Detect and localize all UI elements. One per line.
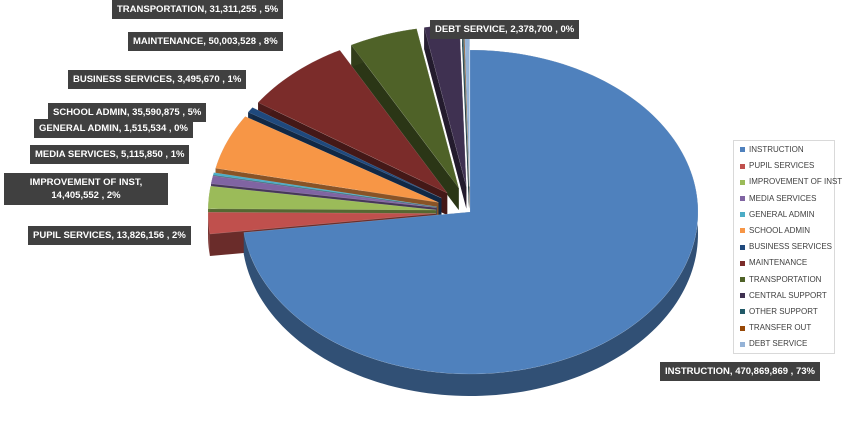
legend-swatch (740, 147, 745, 153)
data-label: TRANSPORTATION, 31,311,255 , 5% (112, 0, 284, 19)
legend-item: MEDIA SERVICES (740, 194, 816, 203)
slice (257, 49, 448, 194)
legend-swatch (740, 179, 745, 185)
legend-swatch (740, 228, 745, 234)
legend-label: DEBT SERVICE (749, 339, 808, 349)
slice-side (351, 45, 459, 210)
legend-swatch (740, 244, 745, 250)
slice (207, 185, 437, 211)
slice (350, 28, 459, 189)
legend-label: INSTRUCTION (749, 145, 804, 154)
legend-label: OTHER SUPPORT (749, 307, 818, 316)
slice (210, 175, 437, 208)
legend-item: DEBT SERVICE (740, 339, 807, 348)
slice (247, 107, 442, 199)
slice (243, 49, 699, 375)
legend-swatch (740, 212, 745, 218)
legend-label: SCHOOL ADMIN (749, 226, 811, 235)
data-label: DEBT SERVICE, 2,378,700 , 0% (430, 20, 580, 39)
legend-item: PUPIL SERVICES (740, 161, 814, 170)
data-label: IMPROVEMENT OF INST, 14,405,552 , 2% (4, 173, 168, 205)
legend-item: SCHOOL ADMIN (740, 226, 810, 235)
slice-tops (207, 24, 699, 375)
legend-item: GENERAL ADMIN (740, 210, 815, 219)
slice-edge (208, 212, 210, 257)
data-label: GENERAL ADMIN, 1,515,534 , 0% (34, 119, 193, 138)
legend-item: IMPROVEMENT OF INST (740, 177, 842, 186)
data-label: MAINTENANCE, 50,003,528 , 8% (128, 32, 283, 51)
legend: INSTRUCTION PUPIL SERVICES IMPROVEMENT OF … (733, 140, 842, 354)
legend-swatch (740, 260, 745, 266)
legend-label: MEDIA SERVICES (749, 193, 817, 203)
legend-item: TRANSPORTATION (740, 275, 821, 284)
legend-item: CENTRAL SUPPORT (740, 291, 827, 300)
legend-swatch (740, 276, 745, 282)
legend-swatch (740, 325, 745, 331)
slice-side (462, 24, 470, 209)
legend-label: CENTRAL SUPPORT (749, 290, 827, 300)
legend-label: IMPROVEMENT OF INST (749, 177, 842, 187)
data-label: BUSINESS SERVICES, 3,495,670 , 1% (68, 70, 247, 89)
legend-item: MAINTENANCE (740, 258, 807, 267)
slice-side (424, 27, 467, 209)
legend-label: BUSINESS SERVICES (749, 242, 832, 252)
legend-item: OTHER SUPPORT (740, 307, 818, 316)
data-label: MEDIA SERVICES, 5,115,850 , 1% (30, 145, 190, 164)
legend-label: TRANSFER OUT (749, 323, 812, 333)
slice (207, 212, 437, 235)
slice (212, 172, 437, 208)
data-label: PUPIL SERVICES, 13,826,156 , 2% (28, 226, 191, 245)
legend-swatch (740, 293, 745, 299)
legend-item: TRANSFER OUT (740, 323, 811, 332)
legend-swatch (740, 341, 745, 347)
legend-swatch (740, 163, 745, 169)
legend-label: MAINTENANCE (749, 258, 808, 268)
legend-swatch (740, 309, 745, 315)
slice (215, 116, 439, 203)
legend-item: INSTRUCTION (740, 145, 804, 154)
data-label: INSTRUCTION, 470,869,869 , 73% (660, 362, 820, 381)
legend-label: GENERAL ADMIN (749, 209, 815, 219)
legend-item: BUSINESS SERVICES (740, 242, 832, 251)
legend-label: PUPIL SERVICES (749, 161, 815, 171)
legend-label: TRANSPORTATION (749, 274, 822, 284)
data-label: SCHOOL ADMIN, 35,590,875 , 5% (48, 103, 207, 122)
legend-swatch (740, 195, 745, 201)
